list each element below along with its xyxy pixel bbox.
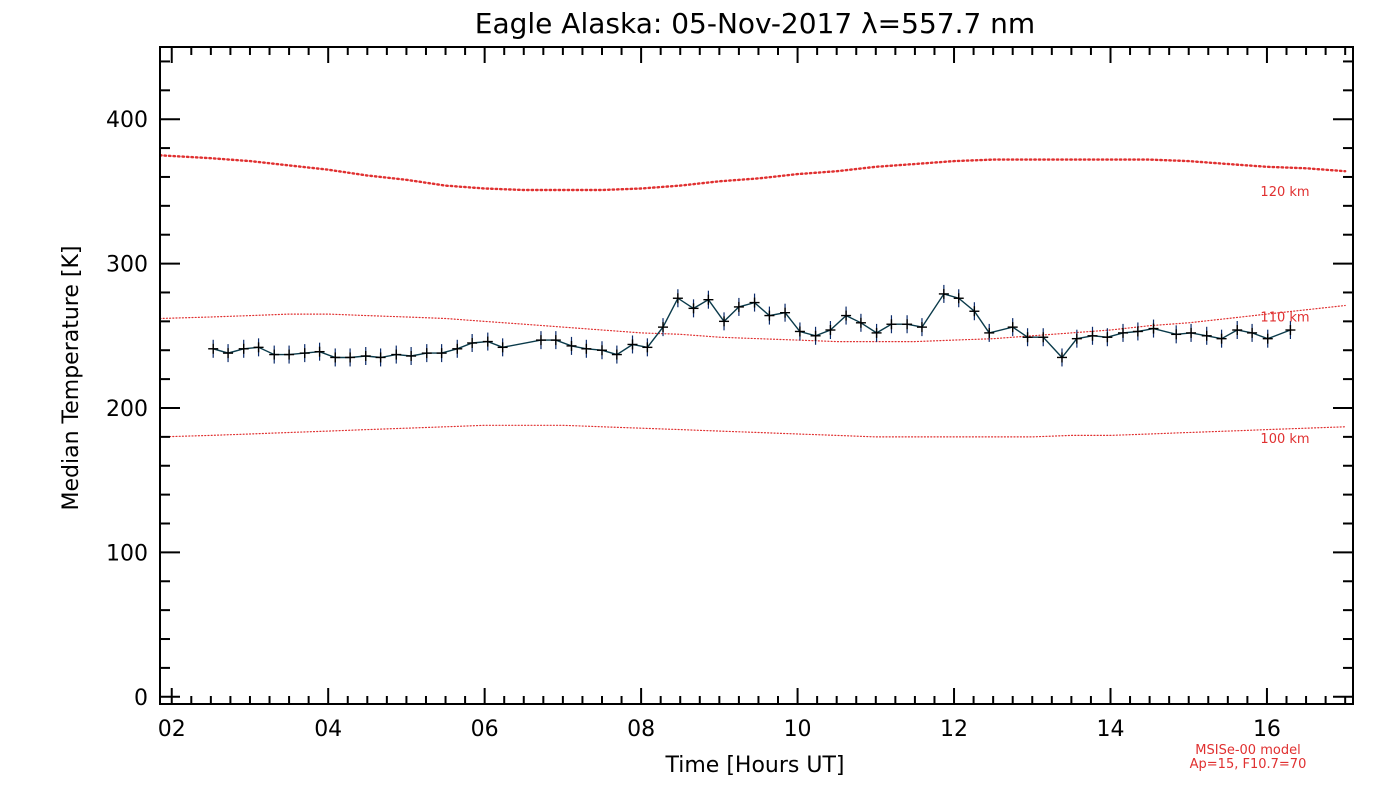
data-point	[1148, 319, 1159, 338]
y-tick-label: 0	[134, 686, 148, 711]
data-point	[406, 347, 417, 366]
data-point	[953, 289, 964, 308]
data-point	[916, 318, 927, 337]
data-point	[1056, 348, 1067, 367]
data-point	[1216, 329, 1227, 348]
data-point	[345, 348, 356, 367]
data-point	[749, 293, 760, 312]
model-label-100-km: 100 km	[1260, 432, 1309, 447]
x-tick-label: 16	[1253, 717, 1281, 742]
data-point	[1038, 328, 1049, 347]
data-point	[1087, 326, 1098, 345]
data-point	[1118, 323, 1129, 342]
data-point	[871, 323, 882, 342]
data-point	[642, 338, 653, 357]
data-point	[825, 321, 836, 340]
data-point	[391, 345, 402, 364]
data-point	[223, 344, 234, 363]
axis-ticks: 02 04 06 08 10 12 14 16 0 100 200 300 400	[106, 47, 1353, 742]
model-curve-120-km	[160, 154, 1347, 192]
data-point	[208, 339, 219, 358]
model-label-110-km: 110 km	[1260, 310, 1309, 325]
data-point	[284, 345, 295, 364]
data-point	[596, 341, 607, 360]
data-point	[938, 284, 949, 303]
y-tick-label: 400	[106, 108, 148, 133]
data-point	[375, 348, 386, 367]
plot-frame	[159, 46, 1354, 705]
data-point	[360, 347, 371, 366]
x-tick-label: 02	[158, 717, 186, 742]
data-point	[1007, 318, 1018, 337]
data-point	[688, 299, 699, 318]
data-point	[1285, 321, 1296, 340]
data-point	[1132, 322, 1143, 341]
data-point	[984, 323, 995, 342]
model-curve-110-km	[160, 304, 1346, 343]
data-point	[330, 348, 341, 367]
x-axis-title: Time [Hours UT]	[665, 753, 845, 778]
model-note-line2: Ap=15, F10.7=70	[1190, 757, 1307, 772]
model-curve-100-km	[160, 424, 1346, 438]
measured-series	[208, 284, 1296, 367]
data-point	[314, 342, 325, 361]
data-point	[1201, 326, 1212, 345]
data-point	[482, 332, 493, 351]
y-tick-label: 200	[106, 397, 148, 422]
x-tick-label: 10	[784, 717, 812, 742]
data-point	[627, 335, 638, 354]
data-point	[269, 345, 280, 364]
data-point	[1186, 323, 1197, 342]
data-point	[794, 322, 805, 341]
data-point	[969, 302, 980, 321]
data-point	[497, 338, 508, 357]
data-point	[1102, 328, 1113, 347]
x-tick-label: 04	[314, 717, 342, 742]
data-point	[841, 306, 852, 325]
data-point	[810, 326, 821, 345]
data-point	[855, 313, 866, 332]
data-point	[535, 331, 546, 350]
data-point	[703, 290, 714, 309]
y-tick-label: 300	[106, 253, 148, 278]
x-tick-label: 14	[1096, 717, 1124, 742]
y-axis-title: Median Temperature [K]	[59, 246, 84, 511]
data-point	[780, 303, 791, 322]
data-point	[1247, 323, 1258, 342]
chart-title: Eagle Alaska: 05-Nov-2017 λ=557.7 nm	[475, 7, 1035, 40]
data-point	[1171, 325, 1182, 344]
x-tick-label: 08	[627, 717, 655, 742]
data-point	[550, 331, 561, 350]
data-point	[299, 344, 310, 363]
data-point	[1262, 329, 1273, 348]
x-tick-label: 12	[940, 717, 968, 742]
data-point	[886, 315, 897, 334]
data-point	[581, 339, 592, 358]
data-point	[421, 344, 432, 363]
data-point	[658, 318, 669, 337]
data-point	[764, 306, 775, 325]
model-curves	[160, 154, 1347, 438]
data-point	[672, 289, 683, 308]
data-point	[1071, 329, 1082, 348]
measured-line	[213, 293, 1291, 359]
x-tick-label: 06	[471, 717, 499, 742]
model-note-line1: MSISe-00 model	[1195, 743, 1300, 758]
data-point	[1232, 321, 1243, 340]
data-point	[611, 345, 622, 364]
data-point	[467, 334, 478, 353]
data-point	[452, 339, 463, 358]
data-point	[436, 344, 447, 363]
data-point	[253, 338, 264, 357]
model-label-120-km: 120 km	[1260, 185, 1309, 200]
data-point	[733, 297, 744, 316]
data-point	[1022, 328, 1033, 347]
data-point	[566, 336, 577, 355]
data-point	[902, 315, 913, 334]
data-point	[238, 339, 249, 358]
data-point	[719, 312, 730, 331]
y-tick-label: 100	[106, 541, 148, 566]
